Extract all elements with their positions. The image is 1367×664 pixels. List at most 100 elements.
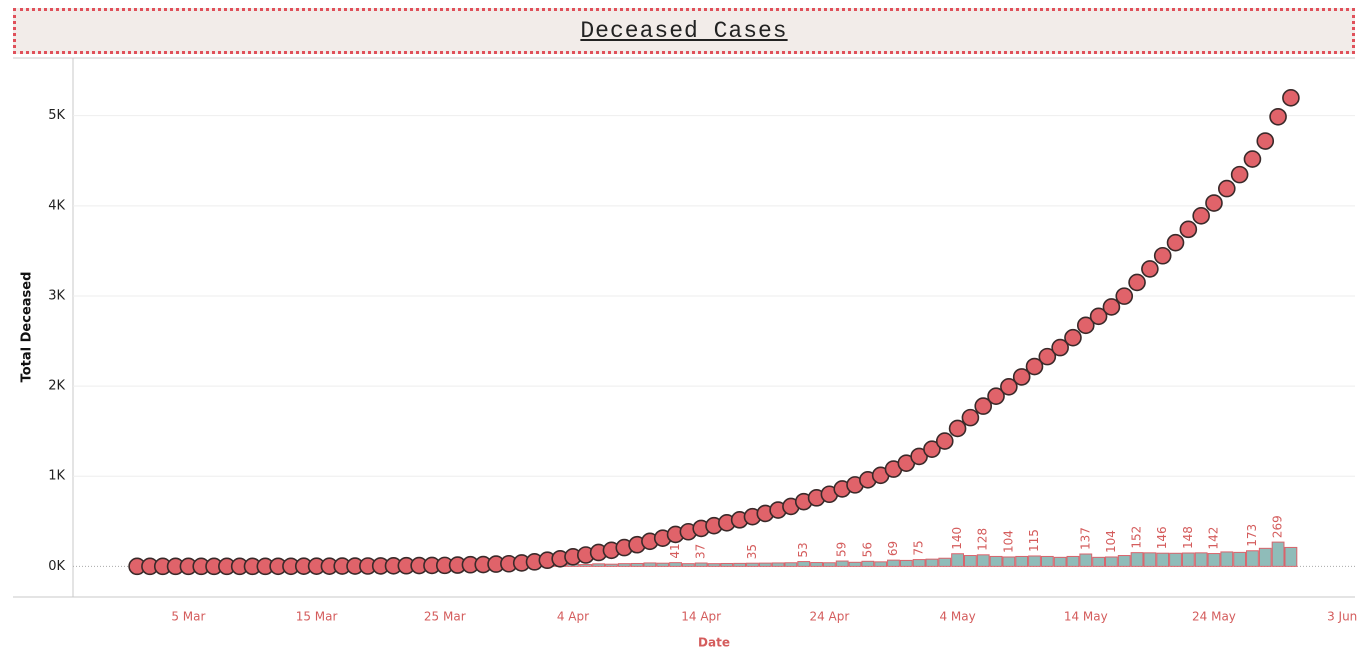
bar xyxy=(989,555,1003,567)
bar xyxy=(630,562,644,567)
bar xyxy=(1092,556,1106,567)
bar xyxy=(617,563,631,567)
y-tick-label: 2K xyxy=(48,379,65,394)
y-tick-label: 1K xyxy=(48,469,65,484)
bar xyxy=(835,560,849,567)
bar-value-label: 59 xyxy=(835,542,849,557)
bar xyxy=(707,563,721,567)
point xyxy=(948,419,967,438)
y-tick-label: 0K xyxy=(48,559,65,574)
chart-title: Deceased Cases xyxy=(580,18,788,44)
bar-value-label: 148 xyxy=(1181,526,1195,549)
x-tick-label: 3 Jun xyxy=(1327,610,1357,624)
bar xyxy=(1002,556,1016,567)
point xyxy=(1102,298,1121,316)
bar xyxy=(899,559,913,567)
bar-value-label: 115 xyxy=(1027,529,1041,552)
x-tick-label: 4 Apr xyxy=(557,610,589,624)
point xyxy=(1115,287,1134,305)
x-tick-label: 24 May xyxy=(1192,610,1236,624)
x-tick-label: 14 May xyxy=(1064,610,1108,624)
bar xyxy=(822,562,836,567)
point xyxy=(1218,179,1236,198)
bar xyxy=(925,558,939,567)
bar xyxy=(784,562,798,567)
bar xyxy=(681,563,695,567)
bar xyxy=(694,562,708,567)
y-tick-label: 3K xyxy=(48,288,65,303)
bar-value-label: 35 xyxy=(745,544,759,559)
point xyxy=(1256,132,1275,150)
bar xyxy=(963,555,977,567)
bar-value-label: 152 xyxy=(1130,526,1144,549)
y-tick-label: 5K xyxy=(48,108,65,123)
bar xyxy=(669,562,682,567)
point xyxy=(1230,165,1249,184)
bar-value-label: 104 xyxy=(1104,530,1118,553)
bar xyxy=(771,562,785,567)
bar-value-label: 269 xyxy=(1271,515,1285,538)
x-tick-label: 14 Apr xyxy=(681,610,721,624)
bar-value-label: 56 xyxy=(860,542,874,557)
bar xyxy=(938,557,952,567)
bar xyxy=(1246,550,1259,567)
bar-value-label: 137 xyxy=(1078,527,1092,550)
point xyxy=(1141,260,1159,278)
bar-value-label: 173 xyxy=(1245,524,1259,547)
bar-value-label: 41 xyxy=(668,543,682,558)
bar xyxy=(1156,552,1170,567)
point xyxy=(1269,107,1287,126)
bar xyxy=(1181,552,1195,567)
bar xyxy=(1258,547,1272,567)
point xyxy=(1166,233,1185,252)
bar xyxy=(797,561,811,567)
x-tick-label: 25 Mar xyxy=(424,610,466,624)
point xyxy=(1051,338,1069,357)
bar xyxy=(1169,552,1182,567)
point xyxy=(1012,368,1031,386)
bar xyxy=(1117,555,1131,567)
bar-value-label: 69 xyxy=(886,541,900,556)
bar-value-label: 128 xyxy=(976,528,990,551)
bar xyxy=(1130,552,1144,567)
point xyxy=(1038,347,1057,366)
x-axis-title: Date xyxy=(698,636,730,650)
bar xyxy=(912,559,926,567)
bar xyxy=(1028,555,1041,567)
bar xyxy=(746,562,759,567)
bar-value-label: 53 xyxy=(796,542,810,557)
bar xyxy=(874,561,888,567)
x-tick-label: 4 May xyxy=(939,610,975,624)
point xyxy=(1076,316,1095,335)
bar xyxy=(758,562,772,567)
point xyxy=(1205,194,1223,212)
x-tick-label: 5 Mar xyxy=(171,610,205,624)
x-tick-label: 15 Mar xyxy=(296,610,338,624)
bar xyxy=(1220,551,1234,567)
point xyxy=(1064,328,1082,347)
bar xyxy=(1066,555,1080,567)
x-tick-label: 24 Apr xyxy=(809,610,849,624)
bar-value-label: 140 xyxy=(950,527,964,550)
bar xyxy=(848,561,862,567)
bar xyxy=(951,553,964,567)
bar-value-label: 104 xyxy=(1001,530,1015,553)
bar-value-label: 142 xyxy=(1206,527,1220,550)
bar-value-label: 75 xyxy=(912,540,926,555)
bar xyxy=(861,560,875,567)
bar xyxy=(1079,553,1093,567)
bar xyxy=(579,564,593,567)
bar-value-label: 146 xyxy=(1155,526,1169,549)
point xyxy=(1282,89,1300,107)
point xyxy=(987,387,1005,405)
bar xyxy=(887,559,900,567)
bar xyxy=(643,562,657,567)
bar xyxy=(1233,551,1247,567)
bar xyxy=(1143,552,1157,567)
y-axis-title: Total Deceased xyxy=(20,272,35,383)
bar xyxy=(720,562,734,567)
bar xyxy=(1053,556,1067,567)
bar xyxy=(1015,555,1029,567)
